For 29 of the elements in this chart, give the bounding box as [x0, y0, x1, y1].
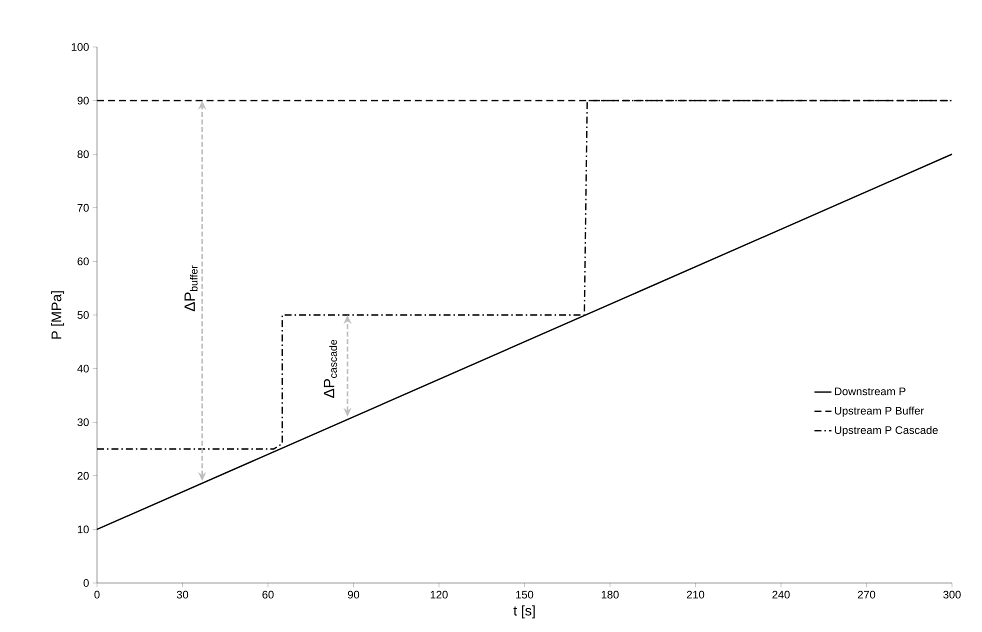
y-tick-label: 50	[77, 311, 89, 319]
y-tick-label: 90	[78, 96, 89, 104]
legend-label: Downstream P	[835, 388, 906, 396]
x-tick-label: 180	[602, 590, 619, 599]
annotation: ΔP$_{buffer}$	[184, 265, 198, 312]
x-tick-label: 300	[943, 590, 961, 599]
x-tick-label: 30	[176, 590, 188, 599]
x-tick-label: 240	[772, 590, 790, 599]
x-axis-title: t [s]	[513, 605, 535, 618]
y-tick-label: 80	[78, 150, 89, 158]
x-tick-label: 90	[348, 590, 360, 599]
x-tick-label: 150	[516, 590, 534, 599]
y-tick-label: 60	[78, 258, 89, 266]
x-tick-label: 60	[262, 590, 274, 599]
y-tick-label: 0	[84, 579, 89, 587]
y-tick-label: 40	[77, 364, 89, 372]
annotation: ΔP$_{cascade}$	[324, 340, 337, 398]
x-tick-label: 120	[430, 590, 448, 599]
y-axis-title: P [MPa]	[51, 291, 64, 339]
y-tick-label: 100	[72, 43, 89, 51]
legend-label: Upstream P Cascade	[834, 426, 938, 436]
legend-label: Upstream P Buffer	[834, 406, 924, 417]
y-tick-label: 70	[78, 204, 89, 212]
y-tick-label: 20	[78, 472, 89, 480]
x-tick-label: 0	[94, 590, 100, 599]
x-tick-label: 210	[686, 590, 704, 599]
y-tick-label: 30	[77, 418, 89, 426]
y-tick-label: 10	[78, 526, 89, 534]
x-tick-label: 270	[858, 590, 876, 599]
